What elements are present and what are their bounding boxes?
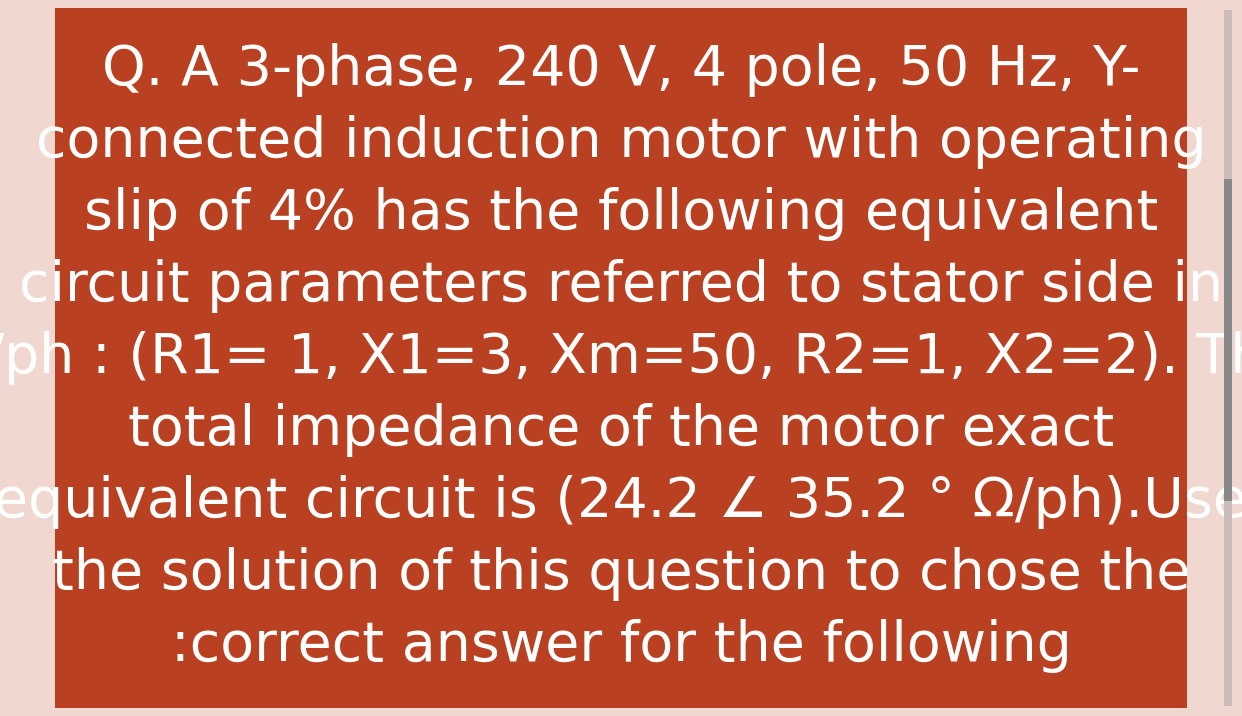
Text: slip of 4% has the following equivalent: slip of 4% has the following equivalent [83, 187, 1159, 241]
Text: connected induction motor with operating: connected induction motor with operating [36, 115, 1206, 169]
Bar [1225, 179, 1232, 501]
Text: Q. A 3-phase, 240 V, 4 pole, 50 Hz, Y-: Q. A 3-phase, 240 V, 4 pole, 50 Hz, Y- [102, 43, 1140, 97]
Text: equivalent circuit is (24.2 ∠ 35.2 ° Ω/ph).Use: equivalent circuit is (24.2 ∠ 35.2 ° Ω/p… [0, 475, 1242, 529]
Bar [1225, 10, 1232, 706]
Text: :correct answer for the following: :correct answer for the following [170, 619, 1072, 673]
Text: Ω/ph : (R1= 1, X1=3, Xm=50, R2=1, X2=2). The: Ω/ph : (R1= 1, X1=3, Xm=50, R2=1, X2=2).… [0, 331, 1242, 385]
Text: circuit parameters referred to stator side in: circuit parameters referred to stator si… [19, 259, 1223, 313]
Text: the solution of this question to chose the: the solution of this question to chose t… [52, 547, 1190, 601]
Text: total impedance of the motor exact: total impedance of the motor exact [128, 403, 1114, 457]
